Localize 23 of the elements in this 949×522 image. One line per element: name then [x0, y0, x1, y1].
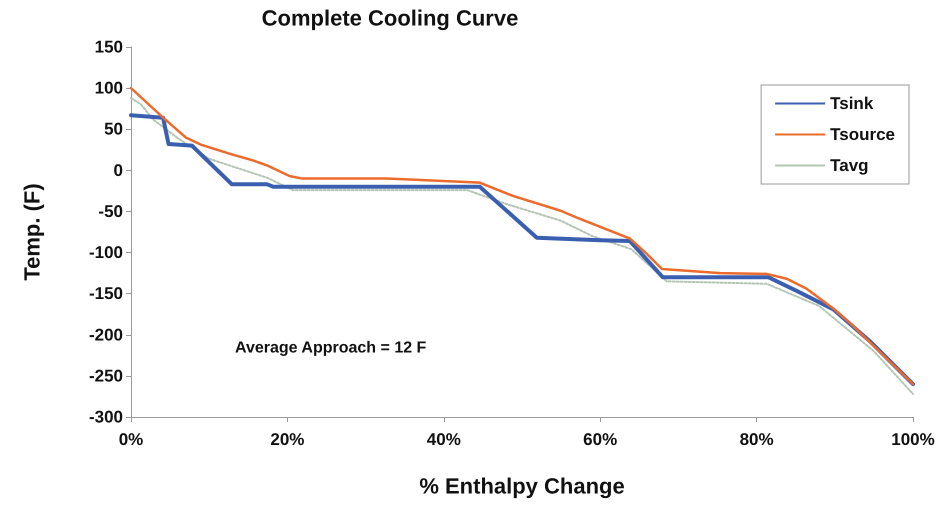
x-tick-label: 80%	[740, 430, 774, 449]
y-tick-label: -250	[88, 366, 123, 386]
legend-label: Tavg	[830, 156, 869, 175]
legend-label: Tsource	[830, 125, 896, 144]
y-axis-title: Temp. (F)	[20, 183, 44, 281]
x-tick-label: 60%	[583, 430, 618, 449]
x-tick-label: 100%	[891, 430, 935, 449]
x-tick-label: 20%	[270, 430, 304, 449]
y-tick-label: -150	[88, 284, 123, 304]
x-axis-title: % Enthalpy Change	[419, 474, 625, 498]
y-tick-label: 50	[104, 120, 123, 139]
x-tick-label: 0%	[118, 430, 144, 449]
y-tick-label: -100	[88, 243, 123, 262]
chart-title: Complete Cooling Curve	[262, 6, 518, 30]
x-tick-label: 40%	[426, 430, 461, 449]
y-tick-label: 0	[114, 160, 123, 180]
legend-label: Tsink	[830, 94, 874, 113]
annotation: Average Approach = 12 F	[235, 340, 427, 356]
y-tick-label: -50	[98, 202, 123, 221]
y-tick-label: 100	[94, 78, 123, 98]
y-tick-label: -200	[88, 325, 123, 344]
y-tick-label: -300	[88, 408, 123, 426]
y-tick-label: 150	[94, 38, 123, 56]
